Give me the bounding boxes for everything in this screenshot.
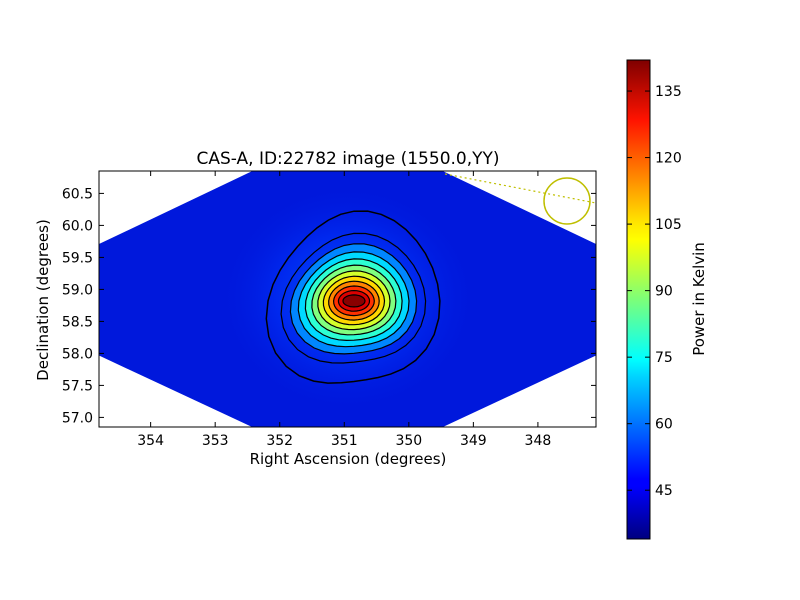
x-tick-label: 350 (395, 433, 422, 449)
y-axis-ticks: 57.0 57.5 58.0 58.5 59.0 59.5 60.0 60.5 (62, 186, 596, 426)
colorbar: 45 60 75 90 105 120 135 Power in Kelvin (626, 59, 708, 540)
x-tick-label: 352 (266, 433, 293, 449)
y-tick-label: 58.5 (62, 314, 93, 330)
x-tick-label: 349 (460, 433, 487, 449)
colorbar-gradient (626, 59, 651, 540)
x-tick-label: 351 (331, 433, 358, 449)
colorbar-tick-label: 75 (655, 350, 673, 366)
contour-set (265, 210, 441, 384)
colorbar-tick-label: 45 (655, 483, 673, 499)
y-tick-label: 60.0 (62, 218, 93, 234)
y-axis-label: Declination (degrees) (34, 219, 52, 381)
x-tick-label: 353 (202, 433, 229, 449)
x-axis-ticks: 354 353 352 351 350 349 348 (137, 171, 551, 449)
colorbar-ticks: 45 60 75 90 105 120 135 (627, 84, 682, 499)
plot-frame (98, 170, 597, 428)
contour-level (280, 232, 427, 364)
colorbar-label: Power in Kelvin (690, 242, 708, 356)
chart-title: CAS-A, ID:22782 image (1550.0,YY) (196, 149, 499, 169)
colorbar-tick-label: 105 (655, 217, 682, 233)
colorbar-tick-label: 90 (655, 284, 673, 300)
plot-area: 354 353 352 351 350 349 348 57.0 57.5 58.0 58.5 59… (34, 149, 597, 468)
y-tick-label: 59.5 (62, 250, 93, 266)
x-tick-label: 348 (525, 433, 552, 449)
y-tick-label: 57.5 (62, 378, 93, 394)
y-tick-label: 58.0 (62, 346, 93, 362)
contour-level (342, 294, 366, 308)
x-axis-label: Right Ascension (degrees) (250, 450, 447, 468)
y-tick-label: 60.5 (62, 186, 93, 202)
beam-circle (543, 177, 591, 225)
colorbar-tick-label: 135 (655, 84, 682, 100)
y-tick-label: 57.0 (62, 410, 93, 426)
x-tick-label: 354 (137, 433, 164, 449)
contour-level (265, 210, 441, 384)
beam-guide-line (444, 173, 596, 204)
y-tick-label: 59.0 (62, 282, 93, 298)
colorbar-tick-label: 60 (655, 417, 673, 433)
colorbar-tick-label: 120 (655, 151, 682, 167)
